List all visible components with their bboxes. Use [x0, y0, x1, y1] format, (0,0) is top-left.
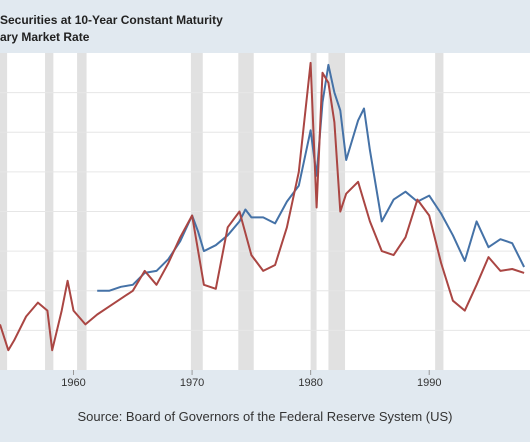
legend-line-1: Securities at 10-Year Constant Maturity [0, 13, 223, 27]
x-axis-ticks: 1960 1970 1980 1990 [61, 370, 441, 389]
source-note: Source: Board of Governors of the Federa… [77, 409, 453, 424]
x-tick-label: 1980 [298, 377, 322, 389]
x-tick-label: 1960 [61, 377, 85, 389]
x-tick-label: 1990 [417, 377, 441, 389]
chart-legend: Securities at 10-Year Constant Maturity … [0, 12, 223, 46]
legend-line-2: ary Market Rate [0, 30, 90, 44]
series-lines [0, 61, 525, 352]
x-tick-label: 1970 [180, 377, 204, 389]
grid-lines [0, 92, 530, 331]
series-line-1 [0, 61, 525, 352]
series-line-0 [97, 63, 525, 292]
